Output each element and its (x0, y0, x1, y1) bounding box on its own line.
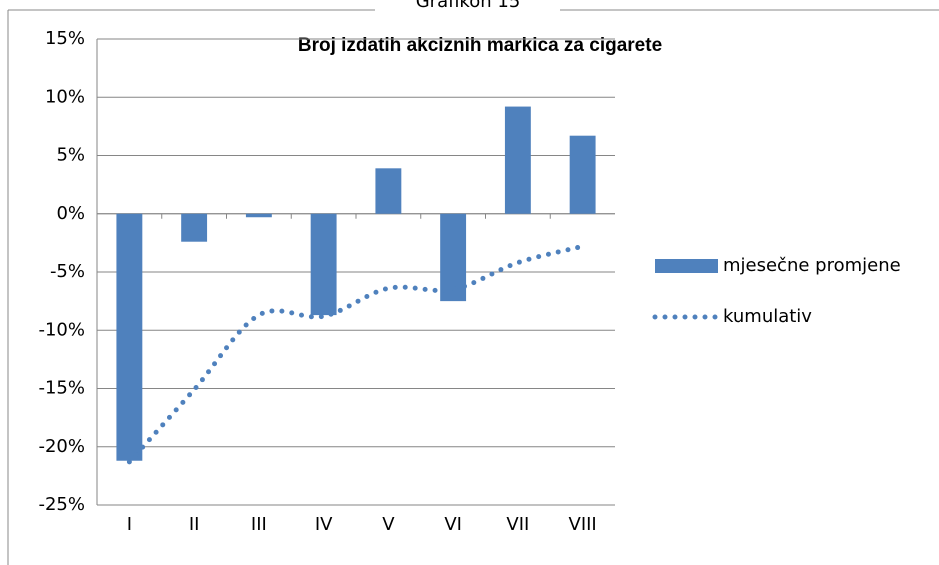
x-tick-label: II (189, 514, 200, 535)
legend-label: kumulativ (723, 306, 812, 327)
bar (569, 135, 596, 214)
y-tick-label: 15% (45, 28, 85, 49)
y-tick-label: -10% (38, 319, 85, 340)
chart-title: Broj izdatih akciznih markica za cigaret… (298, 35, 662, 56)
bar (310, 213, 337, 316)
y-tick-label: 10% (45, 86, 85, 107)
y-tick-label: -25% (38, 494, 85, 515)
x-tick-label: IV (315, 514, 333, 535)
x-tick-label: I (127, 514, 132, 535)
y-tick-label: 0% (56, 203, 85, 224)
x-tick-label: VII (506, 514, 529, 535)
legend-swatch (655, 259, 718, 273)
x-tick-label: VI (444, 514, 462, 535)
bar (245, 213, 272, 218)
caption: Grafikon 15 (416, 0, 521, 12)
bar (504, 106, 531, 214)
bar (440, 213, 467, 302)
legend-label: mjesečne promjene (723, 255, 901, 276)
x-tick-label: VIII (569, 514, 597, 535)
y-tick-label: -15% (38, 378, 85, 399)
x-tick-label: III (251, 514, 267, 535)
bar (181, 213, 208, 242)
bar (116, 213, 143, 461)
y-tick-label: -20% (38, 436, 85, 457)
y-tick-label: 5% (56, 145, 85, 166)
bar (375, 168, 402, 214)
x-tick-label: V (382, 514, 395, 535)
y-tick-label: -5% (50, 261, 85, 282)
line (126, 243, 586, 465)
